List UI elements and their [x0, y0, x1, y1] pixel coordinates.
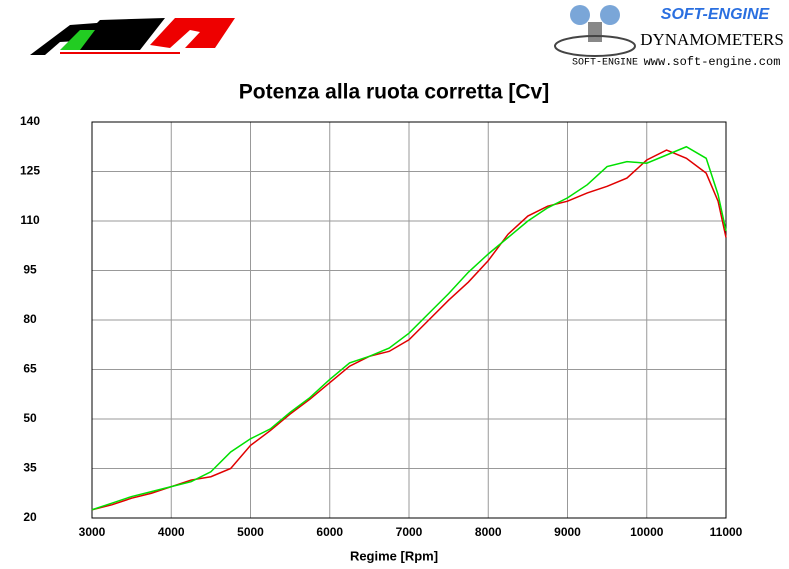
x-tick-label: 8000 [475, 525, 502, 539]
signature-text: SOFT-ENGINE [572, 58, 638, 69]
y-tick-label: 95 [23, 263, 37, 277]
y-tick-label: 50 [23, 411, 37, 425]
x-tick-label: 11000 [710, 525, 743, 539]
x-axis-label: Regime [Rpm] [350, 548, 438, 563]
chart-title: Potenza alla ruota corretta [Cv] [239, 81, 549, 104]
website-text: www.soft-engine.com [644, 55, 781, 69]
y-tick-label: 110 [20, 213, 40, 227]
qd-logo [30, 18, 235, 55]
y-tick-label: 20 [23, 510, 37, 524]
product-text: DYNAMOMETERS [640, 30, 784, 49]
x-tick-label: 3000 [79, 525, 106, 539]
y-tick-label: 65 [23, 362, 37, 376]
y-tick-label: 35 [23, 461, 37, 475]
soft-engine-logo: SOFT-ENGINE DYNAMOMETERS SOFT-ENGINE www… [554, 5, 784, 69]
brand-text: SOFT-ENGINE [661, 6, 771, 23]
x-tick-label: 10000 [630, 525, 664, 539]
x-tick-label: 5000 [237, 525, 264, 539]
series-line [91, 145, 727, 511]
y-tick-label: 80 [23, 312, 37, 326]
plot-frame [91, 121, 727, 519]
series-line [91, 149, 727, 511]
x-tick-label: 4000 [158, 525, 185, 539]
y-tick-label: 125 [20, 164, 40, 178]
x-tick-label: 9000 [554, 525, 581, 539]
y-tick-label: 140 [20, 114, 40, 128]
x-tick-label: 6000 [316, 525, 343, 539]
x-tick-label: 7000 [396, 525, 423, 539]
